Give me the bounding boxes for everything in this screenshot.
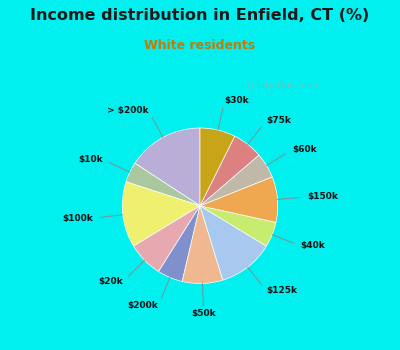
Text: $150k: $150k (308, 193, 338, 201)
Text: $125k: $125k (266, 286, 297, 295)
Text: $75k: $75k (266, 116, 291, 125)
Text: $40k: $40k (300, 241, 325, 250)
Text: $100k: $100k (62, 214, 93, 223)
Text: $20k: $20k (98, 277, 123, 286)
Text: $10k: $10k (78, 155, 103, 164)
Wedge shape (200, 206, 276, 246)
Wedge shape (122, 182, 200, 246)
Text: $200k: $200k (128, 301, 158, 310)
Wedge shape (200, 155, 272, 206)
Text: $50k: $50k (191, 309, 216, 318)
Wedge shape (200, 136, 259, 206)
Text: Income distribution in Enfield, CT (%): Income distribution in Enfield, CT (%) (30, 8, 370, 23)
Wedge shape (200, 128, 235, 206)
Text: $30k: $30k (225, 96, 249, 105)
Wedge shape (200, 177, 278, 222)
Text: Ⓜ City-Data.com: Ⓜ City-Data.com (248, 80, 321, 90)
Wedge shape (135, 128, 200, 206)
Text: $60k: $60k (292, 145, 317, 154)
Wedge shape (134, 206, 200, 272)
Wedge shape (126, 163, 200, 206)
Text: White residents: White residents (144, 40, 256, 52)
Text: > $200k: > $200k (107, 106, 149, 116)
Wedge shape (158, 206, 200, 281)
Wedge shape (200, 206, 266, 280)
Wedge shape (182, 206, 223, 284)
